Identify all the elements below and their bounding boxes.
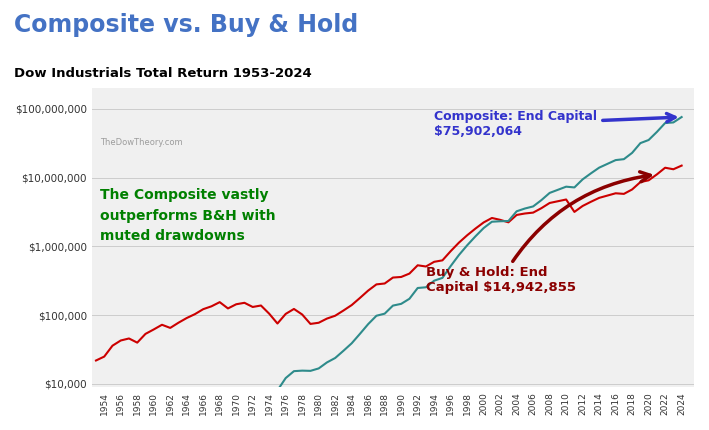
Text: TheDowTheory.com: TheDowTheory.com [100, 138, 183, 147]
Text: The Composite vastly
outperforms B&H with
muted drawdowns: The Composite vastly outperforms B&H wit… [100, 188, 276, 243]
Text: Buy & Hold: End
Capital $14,942,855: Buy & Hold: End Capital $14,942,855 [426, 172, 650, 295]
Text: Composite vs. Buy & Hold: Composite vs. Buy & Hold [14, 13, 359, 37]
Text: Composite: End Capital
$75,902,064: Composite: End Capital $75,902,064 [434, 110, 675, 138]
Text: Dow Industrials Total Return 1953-2024: Dow Industrials Total Return 1953-2024 [14, 67, 312, 80]
